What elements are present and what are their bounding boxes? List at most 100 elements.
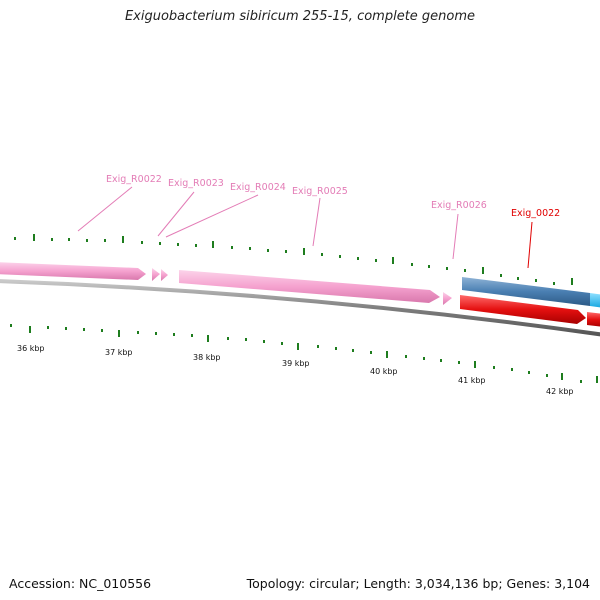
tick-mark <box>561 373 563 380</box>
tick-mark <box>411 263 413 266</box>
rna-label[interactable]: Exig_R0022 <box>106 174 162 185</box>
tick-mark <box>14 237 16 240</box>
tick-mark <box>263 340 265 343</box>
tick-mark <box>580 380 582 383</box>
outer-tick-marks <box>14 234 573 285</box>
cds-track <box>460 277 600 327</box>
tick-mark <box>553 282 555 285</box>
genome-title: Exiguobacterium sibiricum 255-15, comple… <box>124 9 476 24</box>
rna-label[interactable]: Exig_R0023 <box>168 178 224 189</box>
rna-gene-R0023[interactable] <box>152 268 160 281</box>
rna-gene-R0022[interactable] <box>0 262 146 280</box>
tick-mark <box>482 267 484 274</box>
tick-mark <box>317 345 319 348</box>
tick-mark <box>104 239 106 242</box>
cds-label[interactable]: Exig_0022 <box>511 208 560 219</box>
tick-mark <box>51 238 53 241</box>
tick-mark <box>339 255 341 258</box>
tick-mark <box>440 359 442 362</box>
kbp-label: 39 kbp <box>282 359 310 368</box>
tick-mark <box>370 351 372 354</box>
rna-gene-R0026[interactable] <box>443 292 452 305</box>
feature-labels: Exig_R0022 Exig_R0023 Exig_R0024 Exig_R0… <box>106 174 560 219</box>
leader-line <box>527 221 533 269</box>
tick-mark <box>245 338 247 341</box>
tick-mark <box>405 355 407 358</box>
leader-line <box>452 213 459 260</box>
tick-mark <box>83 328 85 331</box>
rna-gene-track <box>0 262 452 305</box>
tick-mark <box>474 361 476 368</box>
kbp-label: 40 kbp <box>370 367 398 376</box>
kbp-label: 36 kbp <box>17 344 45 353</box>
tick-mark <box>191 334 193 337</box>
tick-mark <box>535 279 537 282</box>
cds-gene-reverse-next[interactable] <box>587 312 600 327</box>
tick-mark <box>392 257 394 264</box>
tick-mark <box>375 259 377 262</box>
cds-gene-exig-0022[interactable] <box>462 277 590 306</box>
tick-mark <box>212 241 214 248</box>
tick-mark <box>86 239 88 242</box>
genome-summary-text: Topology: circular; Length: 3,034,136 bp… <box>246 576 590 591</box>
tick-mark <box>386 351 388 358</box>
kbp-labels: 36 kbp 37 kbp 38 kbp 39 kbp 40 kbp 41 kb… <box>17 344 574 396</box>
cds-gene-reverse[interactable] <box>460 295 586 324</box>
tick-mark <box>546 374 548 377</box>
tick-mark <box>357 257 359 260</box>
label-leaders <box>77 186 533 269</box>
accession-text: Accession: NC_010556 <box>9 576 152 591</box>
tick-mark <box>321 253 323 256</box>
inner-tick-marks <box>10 324 598 383</box>
tick-mark <box>33 234 35 241</box>
tick-mark <box>500 274 502 277</box>
tick-mark <box>528 371 530 374</box>
tick-mark <box>10 324 12 327</box>
tick-mark <box>68 238 70 241</box>
tick-mark <box>428 265 430 268</box>
tick-mark <box>352 349 354 352</box>
tick-mark <box>458 361 460 364</box>
tick-mark <box>281 342 283 345</box>
kbp-label: 41 kbp <box>458 376 486 385</box>
tick-mark <box>177 243 179 246</box>
tick-mark <box>464 269 466 272</box>
tick-mark <box>511 368 513 371</box>
leader-line <box>312 197 321 247</box>
tick-mark <box>303 248 305 255</box>
cds-gene-next[interactable] <box>590 293 600 308</box>
kbp-label: 38 kbp <box>193 353 221 362</box>
tick-mark <box>195 244 197 247</box>
tick-mark <box>65 327 67 330</box>
rna-gene-R0025[interactable] <box>179 270 440 303</box>
tick-mark <box>101 329 103 332</box>
tick-mark <box>118 330 120 337</box>
tick-mark <box>227 337 229 340</box>
tick-mark <box>47 326 49 329</box>
tick-mark <box>493 366 495 369</box>
kbp-label: 42 kbp <box>546 387 574 396</box>
tick-mark <box>596 376 598 383</box>
tick-mark <box>267 249 269 252</box>
rna-label[interactable]: Exig_R0024 <box>230 182 286 193</box>
tick-mark <box>207 335 209 342</box>
rna-label[interactable]: Exig_R0026 <box>431 200 487 211</box>
tick-mark <box>335 347 337 350</box>
tick-mark <box>231 246 233 249</box>
tick-mark <box>249 247 251 250</box>
tick-mark <box>141 241 143 244</box>
tick-mark <box>423 357 425 360</box>
leader-line <box>77 186 133 232</box>
tick-mark <box>29 326 31 333</box>
rna-label[interactable]: Exig_R0025 <box>292 186 348 197</box>
tick-mark <box>285 250 287 253</box>
tick-mark <box>446 267 448 270</box>
tick-mark <box>297 343 299 350</box>
leader-line <box>157 191 195 237</box>
tick-mark <box>155 332 157 335</box>
tick-mark <box>571 278 573 285</box>
tick-mark <box>137 331 139 334</box>
leader-line <box>165 194 259 238</box>
rna-gene-R0024[interactable] <box>161 269 168 281</box>
